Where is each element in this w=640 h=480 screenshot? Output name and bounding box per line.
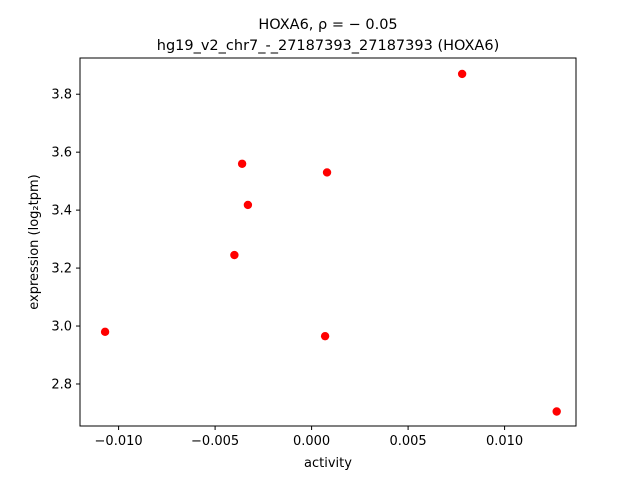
points-layer [100, 69, 561, 416]
y-tick-label: 3.2 [51, 262, 72, 277]
y-tick-label: 3.8 [51, 88, 72, 103]
y-axis-ticks: 2.8 3.0 3.2 3.4 3.6 3.8 [51, 88, 80, 392]
plot-area-frame [79, 57, 577, 427]
chart-title-line1: HOXA6, ρ = − 0.05 [258, 17, 397, 33]
x-tick-label: −0.010 [95, 434, 143, 449]
data-point [322, 168, 332, 177]
y-tick-label: 2.8 [51, 377, 72, 392]
y-axis-label: expression (log₂tpm) [27, 174, 42, 309]
data-point [237, 159, 247, 168]
data-point [457, 69, 467, 79]
data-point [100, 327, 110, 337]
x-tick-label: 0.005 [389, 434, 426, 449]
data-point [320, 331, 330, 341]
x-axis-label: activity [304, 456, 352, 471]
x-axis-ticks: −0.010 −0.005 0.000 0.005 0.010 [95, 426, 523, 449]
y-tick-label: 3.6 [51, 146, 72, 161]
data-point [243, 200, 253, 210]
data-point [230, 250, 239, 260]
x-tick-label: 0.000 [293, 434, 330, 449]
x-tick-label: 0.010 [486, 434, 523, 449]
data-point [552, 407, 561, 416]
y-tick-label: 3.4 [51, 204, 72, 219]
chart-title-line2: hg19_v2_chr7_-_27187393_27187393 (HOXA6) [157, 38, 499, 54]
x-tick-label: −0.005 [191, 434, 239, 449]
y-tick-label: 3.0 [51, 320, 72, 335]
